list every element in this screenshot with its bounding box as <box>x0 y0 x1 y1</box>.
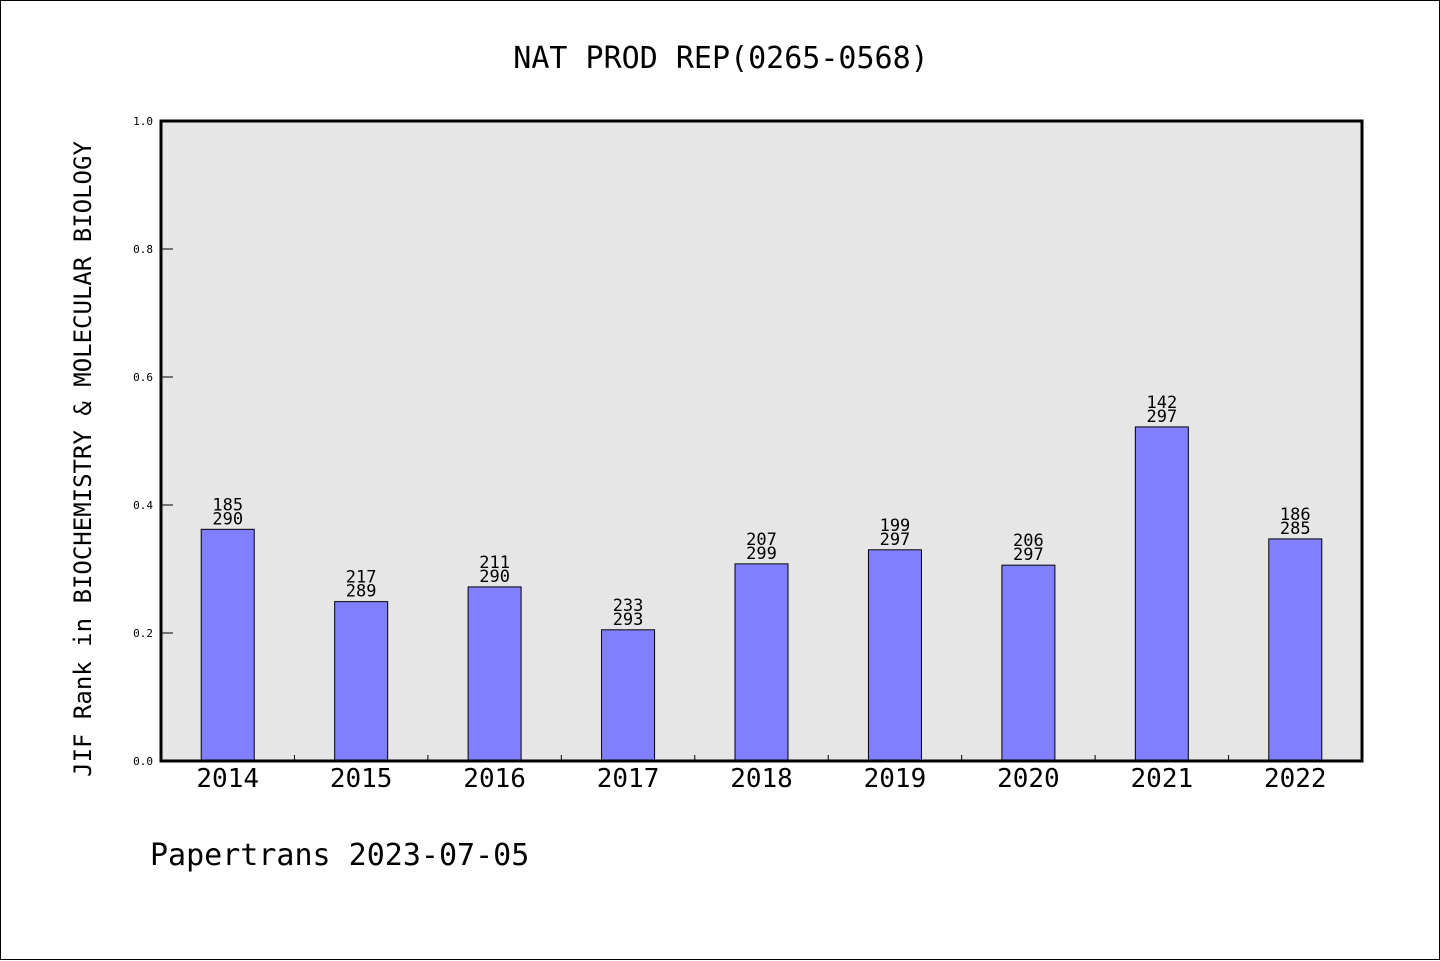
x-tick-label: 2022 <box>1264 764 1327 794</box>
x-tick-label: 2017 <box>597 764 660 794</box>
bar-rank-label: 207 <box>746 530 777 550</box>
bar-total-label: 289 <box>346 582 377 602</box>
x-tick-label: 2014 <box>196 764 259 794</box>
y-axis-label: JIF Rank in BIOCHEMISTRY & MOLECULAR BIO… <box>69 141 97 777</box>
bar <box>734 563 789 762</box>
x-tick-label: 2016 <box>463 764 526 794</box>
bar-rank-label: 211 <box>479 553 510 573</box>
bar-rank-label: 217 <box>346 568 377 588</box>
bar <box>1134 426 1189 762</box>
bar-total-label: 290 <box>212 509 243 529</box>
bar-total-label: 297 <box>1146 407 1177 427</box>
y-tick-label: 0.2 <box>133 627 153 640</box>
bar <box>200 528 255 762</box>
bar <box>1001 564 1056 762</box>
x-axis: 2014 2015 2016 2017 2018 2019 2020 2021 2022 <box>196 755 1327 794</box>
bar-rank-label: 233 <box>613 596 644 616</box>
plot-border <box>159 119 1364 763</box>
y-tick-label: 0.8 <box>133 243 153 256</box>
bar-rank-label: 185 <box>212 495 243 515</box>
x-tick-label: 2020 <box>997 764 1060 794</box>
bar <box>467 586 522 762</box>
bar-total-label: 297 <box>1013 545 1044 565</box>
bar-rank-label: 206 <box>1013 531 1044 551</box>
bar-rank-label: 142 <box>1146 393 1177 413</box>
bar <box>1268 538 1323 762</box>
bar-total-label: 299 <box>746 544 777 564</box>
x-tick-label: 2015 <box>330 764 393 794</box>
x-tick-label: 2021 <box>1131 764 1194 794</box>
bar <box>601 629 656 762</box>
bar <box>867 549 922 762</box>
bar-total-label: 297 <box>880 530 911 550</box>
bar-total-label: 285 <box>1280 519 1311 539</box>
y-tick-label: 0.4 <box>133 499 153 512</box>
y-tick-label: 0.0 <box>133 755 153 768</box>
y-tick-label: 1.0 <box>133 115 153 128</box>
bar-total-label: 293 <box>613 610 644 630</box>
x-tick-label: 2018 <box>730 764 793 794</box>
bar-total-label: 290 <box>479 567 510 587</box>
chart-title: NAT PROD REP(0265-0568) <box>513 41 928 76</box>
bar <box>334 601 389 762</box>
x-tick-label: 2019 <box>864 764 927 794</box>
bar-rank-label: 199 <box>880 516 911 536</box>
bar-rank-label: 186 <box>1280 505 1311 525</box>
y-tick-label: 0.6 <box>133 371 153 384</box>
footer-credit: Papertrans 2023-07-05 <box>150 838 529 873</box>
y-axis: 0.0 0.2 0.4 0.6 0.8 1.0 <box>133 115 173 768</box>
